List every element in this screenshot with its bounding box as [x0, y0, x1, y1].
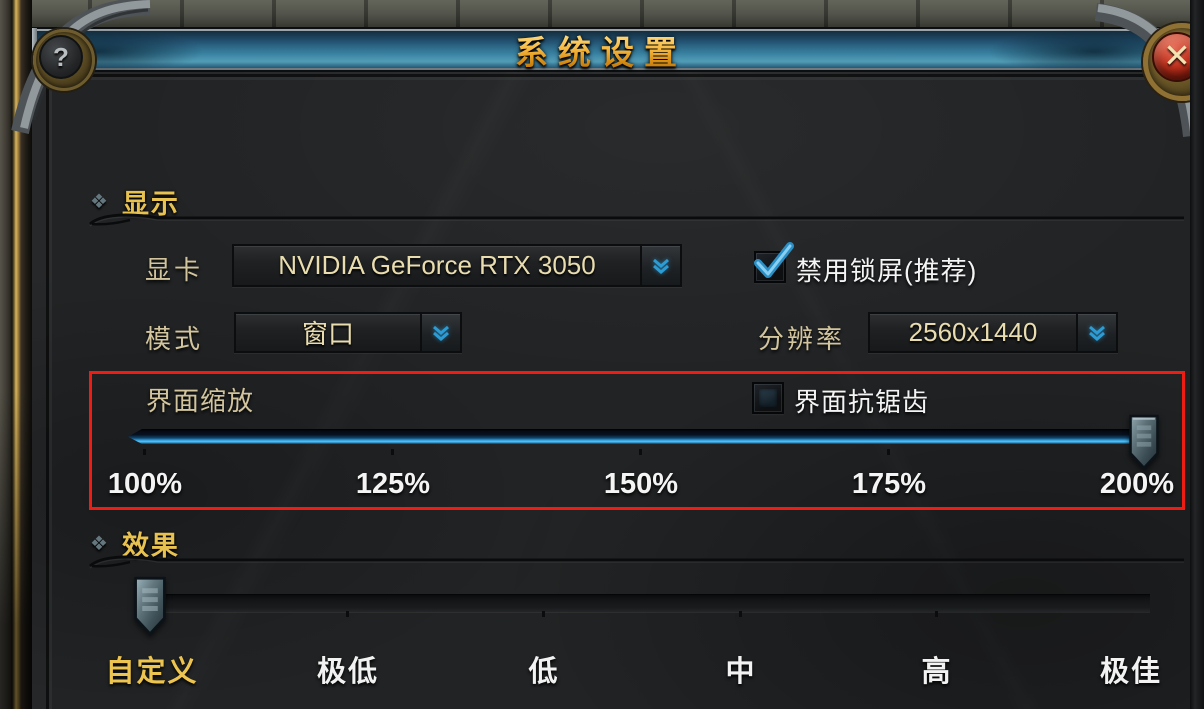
- slider-tick: [887, 449, 890, 455]
- lockscreen-checkbox-label: 禁用锁屏(推荐): [796, 256, 978, 286]
- slider-tick: [391, 449, 394, 455]
- scale-tick-label-200: 200%: [1099, 468, 1175, 500]
- left-ornate-frame: [0, 0, 32, 709]
- close-icon: ✕: [1163, 37, 1191, 74]
- slider-tick: [542, 611, 545, 617]
- mode-dropdown-chevron-button[interactable]: [420, 314, 460, 351]
- chevron-down-icon: [653, 258, 669, 274]
- effects-section-divider: [89, 555, 1184, 569]
- effects-slider-track[interactable]: [150, 594, 1150, 612]
- resolution-label: 分辨率: [758, 324, 846, 354]
- ui-antialias-checkbox[interactable]: [752, 382, 784, 414]
- mode-dropdown-value: 窗口: [301, 319, 354, 349]
- scale-tick-label-100: 100%: [107, 468, 183, 500]
- ui-antialias-checkbox-label: 界面抗锯齿: [794, 387, 930, 417]
- quality-label-medium: 中: [725, 656, 757, 688]
- right-frame: [1190, 0, 1204, 709]
- chevron-down-icon: [433, 325, 449, 341]
- scale-tick-label-150: 150%: [603, 468, 679, 500]
- check-icon: [754, 242, 794, 278]
- effects-section-header: ❖ 效果: [90, 524, 180, 563]
- window-title: 系统设置: [505, 26, 687, 74]
- ui-scale-slider-handle[interactable]: [1127, 414, 1161, 470]
- slider-tick: [143, 449, 146, 455]
- slider-tick: [739, 611, 742, 617]
- question-mark-icon: ?: [53, 41, 69, 72]
- resolution-dropdown-value: 2560x1440: [908, 317, 1038, 347]
- mode-dropdown[interactable]: 窗口: [234, 312, 462, 353]
- scale-tick-label-125: 125%: [355, 468, 431, 500]
- chevron-down-icon: [1089, 325, 1105, 341]
- mode-label: 模式: [145, 324, 204, 354]
- ui-scale-slider-track[interactable]: [128, 429, 1154, 444]
- gpu-label: 显卡: [145, 255, 204, 285]
- top-stone-frame: [0, 0, 1204, 30]
- gpu-dropdown-chevron-button[interactable]: [640, 246, 680, 285]
- quality-label-high: 高: [921, 656, 953, 688]
- display-section-divider: [89, 213, 1184, 227]
- quality-label-low: 低: [528, 656, 560, 688]
- quality-label-excellent: 极佳: [1099, 656, 1162, 688]
- title-banner: 系统设置: [30, 27, 1162, 72]
- slider-tick: [935, 611, 938, 617]
- quality-label-very-low: 极低: [316, 656, 379, 688]
- gpu-dropdown-value: NVIDIA GeForce RTX 3050: [278, 250, 596, 280]
- resolution-dropdown[interactable]: 2560x1440: [868, 312, 1118, 353]
- effects-slider-handle[interactable]: [132, 576, 168, 636]
- section-diamond-icon: ❖: [90, 533, 108, 555]
- help-button[interactable]: ?: [39, 35, 83, 79]
- section-diamond-icon: ❖: [90, 191, 108, 213]
- resolution-dropdown-chevron-button[interactable]: [1076, 314, 1116, 351]
- scale-tick-label-175: 175%: [851, 468, 927, 500]
- gpu-dropdown[interactable]: NVIDIA GeForce RTX 3050: [232, 244, 682, 287]
- slider-tick: [346, 611, 349, 617]
- ui-scale-label: 界面缩放: [146, 386, 255, 416]
- lockscreen-checkbox[interactable]: [754, 242, 794, 283]
- quality-label-custom: 自定义: [105, 656, 199, 688]
- slider-tick: [639, 449, 642, 455]
